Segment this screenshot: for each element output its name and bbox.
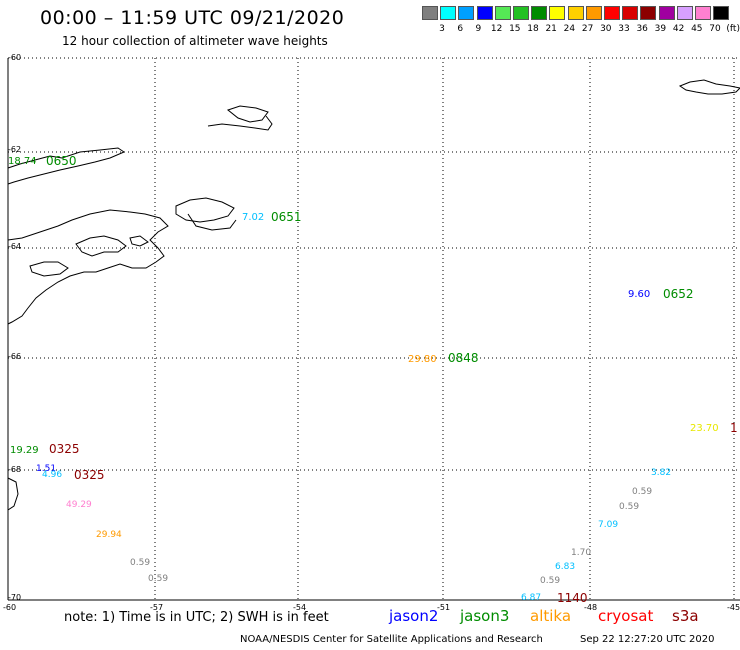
legend-jason2: jason2 — [389, 607, 439, 625]
lat-label-62: -62 — [8, 145, 22, 154]
footer-note: note: 1) Time is in UTC; 2) SWH is in fe… — [64, 610, 329, 625]
scale-label: 6 — [457, 24, 464, 34]
scale-swatch — [549, 6, 566, 20]
coastline-inner-islands — [29, 261, 69, 277]
coastline-joinville-islands — [175, 197, 235, 223]
scale-swatch — [622, 6, 639, 20]
scale-swatch — [567, 6, 584, 20]
legend-s3a: s3a — [672, 607, 699, 625]
coastline-peninsula-tip — [7, 209, 169, 325]
legend-cryosat: cryosat — [598, 607, 654, 625]
coastline-south-shetland — [7, 147, 126, 185]
wave-height-label: 1 — [730, 421, 738, 435]
scale-swatch — [494, 6, 511, 20]
scale-label: 21 — [545, 24, 557, 34]
scale-swatch — [585, 6, 602, 20]
wave-height-label: 1.70 — [571, 548, 592, 558]
scale-label: 30 — [600, 24, 612, 34]
time-label: 0652 — [663, 287, 694, 301]
scale-swatch — [531, 6, 548, 20]
scale-swatch — [476, 6, 493, 20]
time-label: 0325 — [49, 442, 80, 456]
coastline-joinville-islands — [187, 213, 237, 231]
wave-height-label: 0.59 — [619, 502, 640, 512]
wave-height-label: 18.74 — [8, 156, 37, 167]
wave-height-label: 23.70 — [690, 423, 719, 434]
time-label: 0651 — [271, 210, 302, 224]
scale-label: 24 — [563, 24, 576, 34]
lon-label-48: -48 — [584, 603, 598, 612]
scale-swatch — [658, 6, 675, 20]
wave-height-label: 1.51 — [36, 464, 57, 474]
lon-label-60: -60 — [3, 603, 17, 612]
wave-height-label: 0.59 — [540, 576, 561, 586]
legend-altika: altika — [530, 607, 572, 625]
wave-height-label: 7.09 — [598, 520, 619, 530]
scale-swatch — [640, 6, 657, 20]
scale-label: 12 — [490, 24, 503, 34]
scale-label: 45 — [691, 24, 703, 34]
time-label: 0650 — [46, 154, 77, 168]
wave-height-label: 49.29 — [66, 500, 92, 510]
coastlines — [7, 79, 740, 511]
wave-height-label: 3.82 — [651, 468, 672, 478]
wave-height-label: 9.60 — [628, 289, 651, 300]
coastline-inner-islands — [75, 235, 127, 257]
legend-jason3: jason3 — [460, 607, 510, 625]
scale-label: 42 — [672, 24, 685, 34]
wave-height-label: 0.59 — [130, 558, 151, 568]
lon-label-51: -51 — [437, 603, 451, 612]
scale-swatch — [458, 6, 475, 20]
map-subtitle: 12 hour collection of altimeter wave hei… — [62, 34, 328, 48]
map-title: 00:00 – 11:59 UTC 09/21/2020 — [40, 7, 345, 29]
wave-height-color-scale: 3 6 9 12 15 18 21 24 27 30 33 36 39 42 45 70 (ft) — [0, 0, 740, 40]
scale-swatch — [713, 6, 730, 20]
scale-label: 27 — [581, 24, 594, 34]
scale-swatch — [676, 6, 693, 20]
scale-label: 3 — [439, 24, 445, 34]
scale-label: 36 — [636, 24, 648, 34]
wave-height-label: 19.29 — [10, 445, 39, 456]
wave-height-label: 7.02 — [242, 212, 265, 223]
lon-label-57: -57 — [150, 603, 164, 612]
scale-swatch — [422, 6, 438, 20]
scale-swatch — [513, 6, 529, 20]
wave-height-label: 29.94 — [96, 530, 122, 540]
scale-label: 33 — [618, 24, 630, 34]
coastline-south-orkney — [678, 79, 740, 95]
wave-height-label: 4.96 — [42, 470, 63, 480]
scale-label: 9 — [475, 24, 482, 34]
scale-label: 70 — [709, 24, 721, 34]
lon-label-45: -45 — [727, 603, 740, 612]
wave-height-label: 6.83 — [555, 562, 576, 572]
time-label: 1140 — [557, 591, 588, 605]
wave-height-label: 0.59 — [632, 487, 653, 497]
lat-label-60: -60 — [8, 53, 22, 62]
lat-lon-grid — [7, 57, 740, 601]
lat-label-68: -68 — [8, 465, 22, 474]
time-label: 0325 — [74, 468, 105, 482]
timestamp-text: Sep 22 12:27:20 UTC 2020 — [580, 634, 715, 645]
scale-label: 15 — [509, 24, 521, 34]
coastline-inner-islands — [129, 235, 149, 247]
wave-height-label: 0.59 — [148, 574, 169, 584]
coastline-island — [226, 105, 269, 123]
wave-height-label: 29.80 — [408, 354, 437, 365]
scale-label: 39 — [654, 24, 667, 34]
credit-text: NOAA/NESDIS Center for Satellite Applica… — [240, 634, 543, 645]
lat-label-64: -64 — [8, 242, 22, 251]
scale-swatch — [440, 6, 457, 20]
lat-label-66: -66 — [8, 352, 22, 361]
lon-label-54: -54 — [293, 603, 307, 612]
scale-swatch — [604, 6, 620, 20]
lat-label-70: -70 — [8, 593, 22, 602]
time-label: 0848 — [448, 351, 479, 365]
wave-height-label: 6.87 — [521, 593, 542, 603]
coastline-island — [207, 115, 273, 131]
scale-swatch — [695, 6, 711, 20]
scale-label: (ft) — [726, 24, 740, 34]
scale-label: 18 — [527, 24, 539, 34]
coastline-west-fragment — [7, 477, 19, 511]
